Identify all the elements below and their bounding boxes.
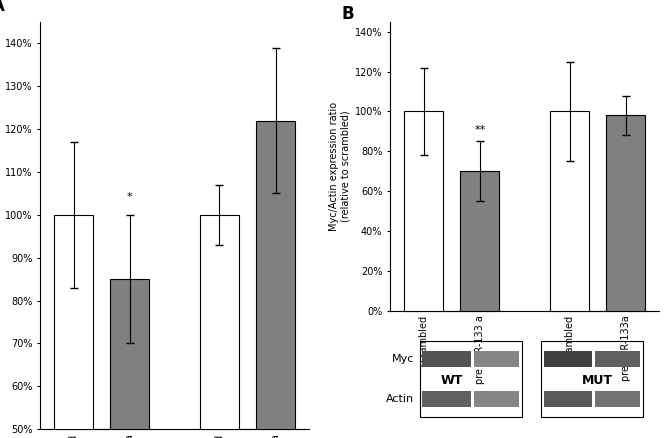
Bar [543,351,592,367]
Text: MUT: MUT [582,374,613,387]
Text: B: B [342,4,354,23]
Text: Actin: Actin [386,394,414,404]
Bar [54,215,93,438]
Text: Myc: Myc [392,354,414,364]
Bar [595,391,641,406]
Bar [422,351,471,367]
Bar [460,171,500,311]
Bar [543,391,592,406]
Bar [550,111,589,311]
Text: WT: WT [441,374,463,387]
Bar [256,120,295,438]
Bar [110,279,149,438]
Bar [200,215,239,438]
Bar [422,391,471,406]
Text: A: A [0,0,5,15]
Bar [595,351,641,367]
Bar [606,116,645,311]
Text: **: ** [474,125,486,135]
Bar [474,391,519,406]
Bar [420,341,522,417]
Bar [474,351,519,367]
Y-axis label: Myc/Actin expression ratio
(relative to scrambled): Myc/Actin expression ratio (relative to … [329,102,350,231]
Bar [541,341,643,417]
Bar [404,111,444,311]
Text: *: * [127,192,133,202]
